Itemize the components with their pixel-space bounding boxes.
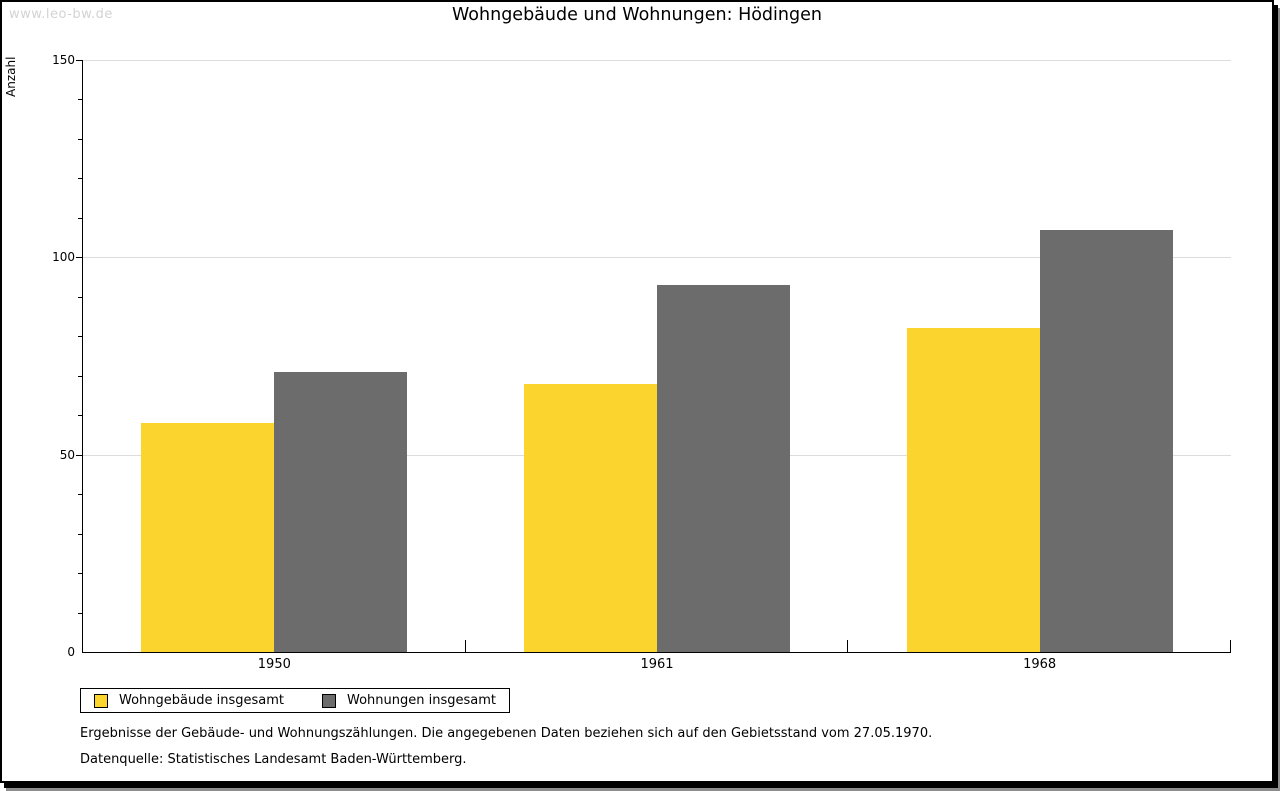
y-major-tick <box>76 60 82 61</box>
x-boundary-tick <box>847 640 848 652</box>
y-minor-tick <box>78 218 82 219</box>
gridline <box>83 60 1231 61</box>
watermark: www.leo-bw.de <box>9 7 113 22</box>
y-axis-title: Anzahl <box>4 56 18 97</box>
bar-1950-s0 <box>141 423 274 652</box>
y-tick-label: 100 <box>52 250 75 265</box>
bar-1961-s0 <box>524 384 657 652</box>
y-minor-tick <box>78 376 82 377</box>
footnote-source-note: Ergebnisse der Gebäude- und Wohnungszähl… <box>80 726 933 741</box>
x-boundary-tick <box>1230 640 1231 652</box>
bar-1950-s1 <box>274 372 407 652</box>
x-category-label: 1961 <box>640 657 674 672</box>
legend-label: Wohnungen insgesamt <box>347 693 496 708</box>
y-minor-tick <box>78 336 82 337</box>
y-minor-tick <box>78 415 82 416</box>
plot-area: 0 50 100 150 1950 1961 1968 <box>52 53 1231 672</box>
y-tick-label: 150 <box>52 53 75 67</box>
footnote-data-source: Datenquelle: Statistisches Landesamt Bad… <box>80 752 467 767</box>
y-minor-tick <box>78 613 82 614</box>
y-minor-tick <box>78 494 82 495</box>
legend-item: Wohnungen insgesamt <box>322 693 496 708</box>
bar-1968-s0 <box>907 328 1040 652</box>
gridline <box>83 257 1231 259</box>
bar-1968-s1 <box>1040 230 1173 652</box>
legend-swatch-icon <box>94 693 108 708</box>
y-minor-tick <box>78 573 82 574</box>
y-minor-tick <box>78 139 82 140</box>
chart-title: Wohngebäude und Wohnungen: Hödingen <box>452 5 822 25</box>
y-major-tick <box>76 455 82 456</box>
y-minor-tick <box>78 534 82 535</box>
legend-label: Wohngebäude insgesamt <box>119 693 284 708</box>
y-major-tick <box>76 257 82 258</box>
legend-item: Wohngebäude insgesamt <box>94 693 284 708</box>
bar-1961-s1 <box>657 285 790 652</box>
legend: Wohngebäude insgesamt Wohnungen insgesamt <box>80 688 510 713</box>
y-minor-tick <box>78 178 82 179</box>
y-minor-tick <box>78 99 82 100</box>
x-category-label: 1950 <box>257 657 291 672</box>
x-boundary-tick <box>465 640 466 652</box>
y-tick-label: 50 <box>59 447 75 462</box>
y-tick-label: 0 <box>67 645 75 659</box>
x-category-label: 1968 <box>1023 657 1057 672</box>
y-minor-tick <box>78 297 82 298</box>
legend-swatch-icon <box>322 693 336 708</box>
